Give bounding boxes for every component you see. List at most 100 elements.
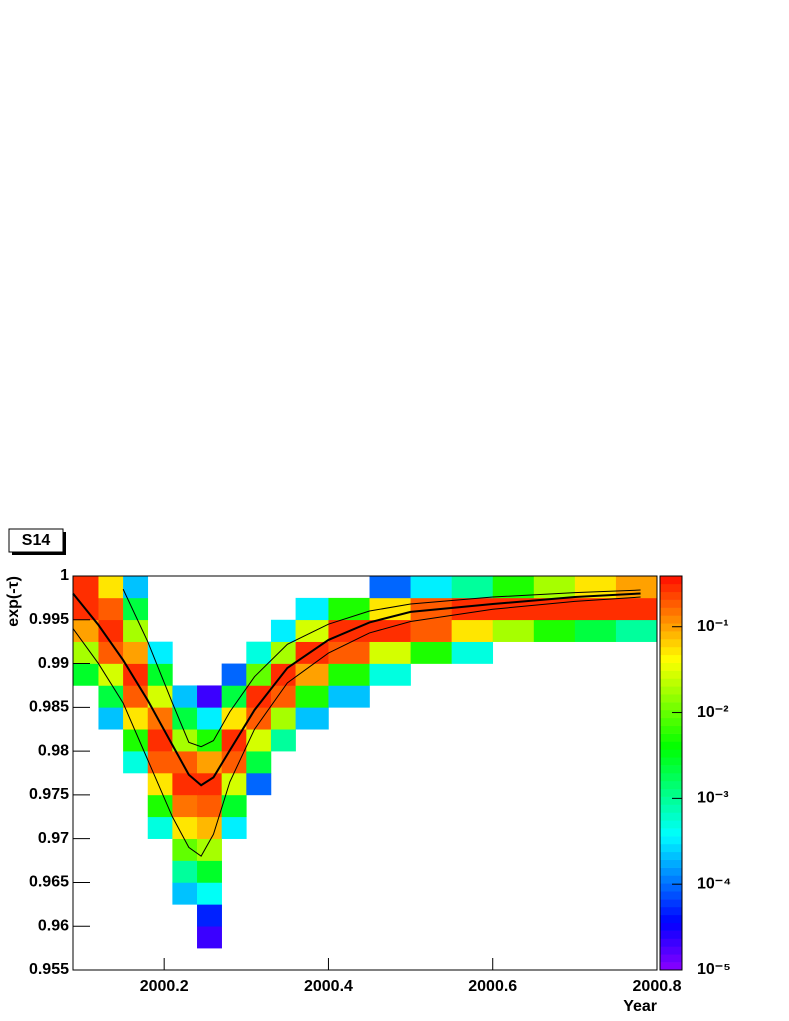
color-bar-step [660, 796, 682, 805]
heatmap-cell [147, 663, 173, 686]
color-bar-step [660, 954, 682, 963]
y-tick-label: 0.995 [29, 611, 69, 628]
color-bar-step [660, 725, 682, 734]
color-bar-step [660, 741, 682, 750]
curves [72, 588, 641, 857]
curve [122, 588, 641, 748]
heatmap-cell [197, 751, 222, 774]
color-bar-step [660, 678, 682, 687]
heatmap-cell [369, 619, 411, 642]
heatmap-cell [147, 816, 173, 839]
color-bar-step [660, 851, 682, 860]
heatmap-cell [295, 619, 329, 642]
color-bar-step [660, 654, 682, 663]
color-bar-step [660, 780, 682, 790]
z-tick-label: 10⁻⁴ [697, 875, 731, 892]
heatmap-cell [98, 685, 124, 708]
heatmap-cell [369, 641, 411, 664]
heatmap-cell [172, 838, 198, 861]
heatmap-cell [172, 816, 198, 839]
x-tick-label: 2000.4 [304, 978, 353, 995]
color-bar-step [660, 576, 682, 585]
curve [72, 592, 641, 787]
heatmap-cell [172, 707, 198, 730]
color-bar-step [660, 843, 682, 853]
heatmap-cell [533, 576, 576, 599]
heatmap-cell [270, 663, 296, 686]
heatmap-cell [295, 685, 329, 708]
heatmap-cell [270, 707, 296, 730]
heatmap-cell [295, 641, 329, 664]
heatmap-cell [615, 576, 658, 599]
color-bar-step [660, 914, 682, 924]
color-bar-step [660, 946, 682, 955]
color-bar-step [660, 883, 682, 892]
heatmap-cell [197, 860, 222, 883]
heatmap-cell [492, 619, 535, 642]
heatmap-cell [221, 794, 247, 818]
y-tick-label: 0.965 [29, 874, 69, 891]
color-bar-step [660, 773, 682, 782]
heatmap-cell [147, 751, 173, 774]
heatmap-cell [270, 729, 296, 752]
y-tick-label: 0.985 [29, 699, 69, 716]
color-bar-step [660, 938, 682, 947]
heatmap-cell [221, 707, 247, 730]
color-bar-step [660, 686, 682, 695]
y-tick-label: 1 [60, 567, 69, 584]
x-tick-label: 2000.6 [468, 978, 517, 995]
heatmap-cell [328, 663, 370, 686]
heatmap-cell [73, 641, 99, 664]
heatmap-cell [98, 619, 124, 642]
heatmap-cell [172, 729, 198, 752]
color-bar-step [660, 828, 682, 837]
color-bar-step [660, 583, 682, 593]
color-bar-step [660, 749, 682, 758]
heatmap-cell [221, 729, 247, 752]
z-tick-label: 10⁻⁵ [697, 961, 731, 978]
color-bar-step [660, 662, 682, 671]
color-bar-step [660, 717, 682, 727]
heatmap-cell [246, 641, 272, 664]
heatmap-cell [172, 882, 198, 905]
color-bar-step [660, 922, 682, 931]
color-bar-step [660, 930, 682, 939]
heatmap-cell [410, 576, 452, 599]
heatmap-cell [246, 751, 272, 774]
color-bar-step [660, 623, 682, 632]
heatmap-cell [369, 663, 411, 686]
heatmap-cell [172, 751, 198, 774]
heatmap-cell [98, 597, 124, 621]
color-bar-step [660, 694, 682, 703]
heatmap-cell [328, 597, 370, 621]
chart-title: S14 [22, 532, 51, 549]
heatmap-cell [451, 619, 494, 642]
heatmap-cell [410, 619, 452, 642]
heatmap-cell [123, 641, 149, 664]
heatmap-cell [574, 619, 617, 642]
color-bar-step [660, 820, 682, 829]
heatmap-cell [451, 576, 494, 599]
heatmap-cell [98, 576, 124, 599]
heatmap-cell [73, 619, 99, 642]
x-tick-label: 2000.2 [140, 978, 189, 995]
heatmap-cell [270, 641, 296, 664]
heatmap-cell [369, 576, 411, 599]
color-bar-step [660, 906, 682, 916]
x-axis-label: Year [623, 998, 657, 1015]
heatmap-cell [123, 619, 149, 642]
heatmap-cell [221, 663, 247, 686]
y-axis-label: exp(-τ) [5, 576, 22, 627]
heatmap-cell [98, 663, 124, 686]
heatmap-cell [123, 751, 149, 774]
heatmap-cell [147, 685, 173, 708]
color-bar-step [660, 859, 682, 868]
y-tick-label: 0.975 [29, 786, 69, 803]
heatmap-cell [533, 619, 576, 642]
heatmap-cell [197, 882, 222, 905]
heatmap-cell [615, 597, 658, 621]
color-bar-step [660, 788, 682, 797]
color-bar-step [660, 709, 682, 719]
heatmap-cell [147, 794, 173, 818]
heatmap-cell [221, 685, 247, 708]
